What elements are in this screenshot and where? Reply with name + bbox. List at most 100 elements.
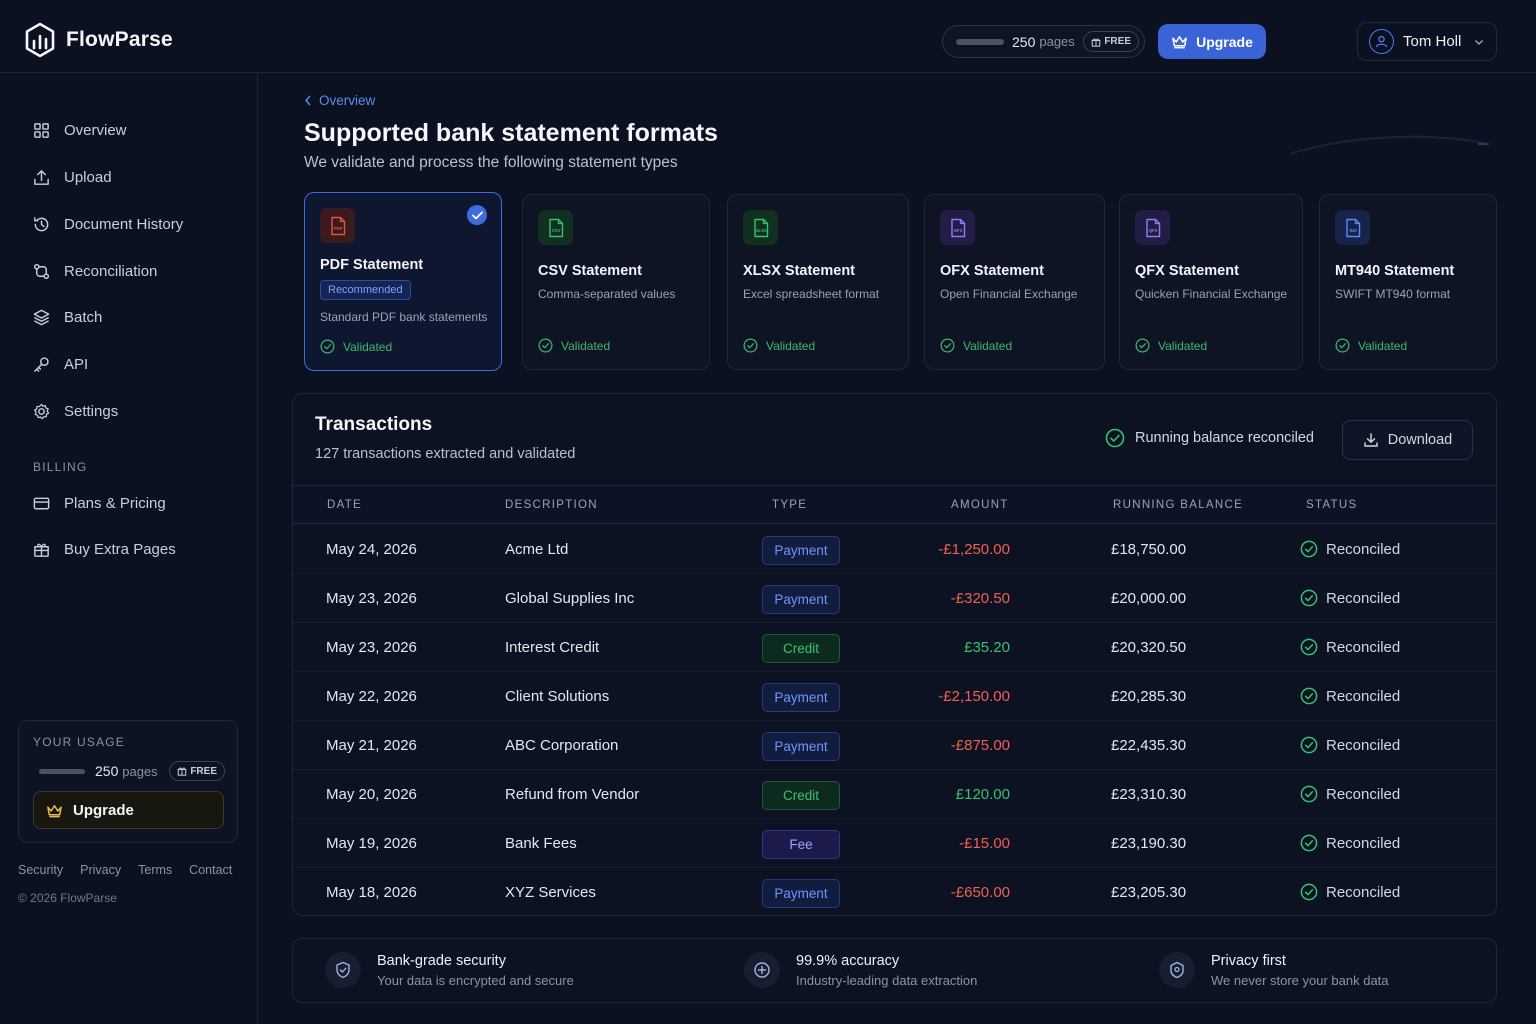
table-row[interactable]: May 23, 2026 Global Supplies Inc Payment -£… <box>293 574 1496 623</box>
sidebar-item-settings[interactable]: Settings <box>32 399 118 423</box>
history-icon <box>34 216 49 231</box>
check-circle-icon <box>1300 589 1318 607</box>
table-row[interactable]: May 23, 2026 Interest Credit Credit £35.20 £… <box>293 623 1496 672</box>
column-header-amount[interactable]: AMOUNT <box>951 499 1009 511</box>
target-icon <box>754 962 770 978</box>
940-file-icon: 940 <box>1335 210 1370 245</box>
xlsx-file-icon: XLSX <box>743 210 778 245</box>
qfx-file-icon: QFX <box>1135 210 1170 245</box>
sidebar-item-api[interactable]: API <box>32 352 88 376</box>
sidebar-item-overview[interactable]: Overview <box>32 118 127 142</box>
status-reconciled: Reconciled <box>1300 785 1400 803</box>
crown-icon <box>47 804 62 817</box>
footer-link-contact[interactable]: Contact <box>189 863 233 877</box>
file-icon: 940 <box>1345 218 1360 237</box>
chevron-left-icon <box>305 95 311 106</box>
footer-link-privacy[interactable]: Privacy <box>80 863 122 877</box>
gear-icon <box>33 403 50 419</box>
column-header-status[interactable]: STATUS <box>1306 499 1358 511</box>
format-name: XLSX Statement <box>743 263 855 279</box>
format-card-csv-statement[interactable]: CSV CSV Statement Comma-separated values Va… <box>522 194 710 370</box>
column-header-running-balance[interactable]: RUNNING BALANCE <box>1113 499 1244 511</box>
validated-label: Validated <box>1158 338 1208 353</box>
free-label: FREE <box>1104 36 1131 47</box>
validated-status: Validated <box>940 338 1012 353</box>
file-icon: XLSX <box>753 218 768 237</box>
format-name: CSV Statement <box>538 263 642 279</box>
sidebar-item-document-history[interactable]: Document History <box>32 212 183 236</box>
usage-pill[interactable]: 250 pages FREE <box>942 25 1145 58</box>
feature-title: Bank-grade security <box>377 952 506 969</box>
column-header-date[interactable]: DATE <box>327 499 363 511</box>
table-row[interactable]: May 22, 2026 Client Solutions Payment -£2,1… <box>293 672 1496 721</box>
top-bar: FlowParse 250 pages FREE Upgrade Tom Hol… <box>0 0 1536 73</box>
cell-description: XYZ Services <box>505 884 596 901</box>
footer-link-terms[interactable]: Terms <box>138 863 173 877</box>
status-label: Reconciled <box>1326 540 1401 558</box>
status-label: Reconciled <box>1326 589 1401 607</box>
logo[interactable]: FlowParse <box>24 22 173 58</box>
sidebar-item-reconciliation[interactable]: Reconciliation <box>32 259 157 283</box>
type-badge: Payment <box>762 585 840 614</box>
usage-pages-number: 250 <box>95 763 119 779</box>
cell-running-balance: £23,205.30 <box>1111 884 1187 901</box>
format-card-pdf-statement[interactable]: PDF PDF Statement Recommended Standard PDF … <box>304 192 502 371</box>
table-row[interactable]: May 20, 2026 Refund from Vendor Credit £120… <box>293 770 1496 819</box>
format-card-ofx-statement[interactable]: OFX OFX Statement Open Financial Exchange V… <box>924 194 1105 370</box>
feature-icon-wrap <box>744 952 780 988</box>
status-label: Reconciled <box>1326 785 1401 803</box>
recommended-badge: Recommended <box>320 280 411 300</box>
format-description: Excel spreadsheet format <box>743 287 880 301</box>
validated-status: Validated <box>743 338 815 353</box>
validated-label: Validated <box>561 338 611 353</box>
reconciled-note: Running balance reconciled <box>1105 428 1314 448</box>
pdf-file-icon: PDF <box>320 208 355 243</box>
download-icon <box>1364 433 1378 447</box>
cell-amount: -£1,250.00 <box>938 541 1010 558</box>
validated-label: Validated <box>343 339 393 354</box>
upgrade-button[interactable]: Upgrade <box>1158 24 1266 59</box>
breadcrumb[interactable]: Overview <box>304 93 375 108</box>
status-label: Reconciled <box>1326 834 1401 852</box>
check-circle-icon <box>538 338 553 353</box>
sidebar-item-buy-extra-pages[interactable]: Buy Extra Pages <box>32 537 176 561</box>
usage-bar <box>956 38 1004 45</box>
column-header-description[interactable]: DESCRIPTION <box>505 499 598 511</box>
footer-link-security[interactable]: Security <box>18 863 64 877</box>
table-row[interactable]: May 21, 2026 ABC Corporation Payment -£875.… <box>293 721 1496 770</box>
type-badge: Credit <box>762 634 840 663</box>
sidebar-item-label: Document History <box>64 215 184 233</box>
type-badge: Fee <box>762 830 840 859</box>
sidebar-item-batch[interactable]: Batch <box>32 305 102 329</box>
cell-running-balance: £20,000.00 <box>1111 590 1187 607</box>
download-button[interactable]: Download <box>1342 420 1473 460</box>
cell-amount: -£875.00 <box>950 737 1010 754</box>
column-header-type[interactable]: TYPE <box>772 499 808 511</box>
status-reconciled: Reconciled <box>1300 834 1400 852</box>
app-name: FlowParse <box>66 28 173 51</box>
validated-status: Validated <box>1335 338 1407 353</box>
feature-icon-wrap <box>1159 952 1195 988</box>
table-row[interactable]: May 19, 2026 Bank Fees Fee -£15.00 £23,190.3… <box>293 819 1496 868</box>
table-header: DATE DESCRIPTION TYPE AMOUNT RUNNING BAL… <box>293 485 1496 524</box>
reconcile-icon <box>33 263 50 279</box>
status-label: Reconciled <box>1326 687 1401 705</box>
format-card-mt940-statement[interactable]: 940 MT940 Statement SWIFT MT940 format Vali… <box>1319 194 1497 370</box>
format-name: OFX Statement <box>940 263 1044 279</box>
sidebar-item-upload[interactable]: Upload <box>32 165 112 189</box>
cell-date: May 20, 2026 <box>326 786 417 803</box>
table-row[interactable]: May 24, 2026 Acme Ltd Payment -£1,250.00 £18… <box>293 525 1496 574</box>
feature-accuracy: 99.9% accuracy Industry-leading data ext… <box>744 952 977 988</box>
cell-date: May 19, 2026 <box>326 835 417 852</box>
sidebar-item-plans-pricing[interactable]: Plans & Pricing <box>32 491 166 515</box>
check-circle-icon <box>1300 834 1318 852</box>
sidebar-upgrade-button[interactable]: Upgrade <box>33 791 224 829</box>
format-card-xlsx-statement[interactable]: XLSX XLSX Statement Excel spreadsheet form… <box>727 194 909 370</box>
cell-running-balance: £20,320.50 <box>1111 639 1187 656</box>
format-card-qfx-statement[interactable]: QFX QFX Statement Quicken Financial Exchan… <box>1119 194 1303 370</box>
table-row[interactable]: May 18, 2026 XYZ Services Payment -£650.00 £… <box>293 868 1496 915</box>
cell-date: May 23, 2026 <box>326 639 417 656</box>
user-menu[interactable]: Tom Holl <box>1357 22 1497 61</box>
status-reconciled: Reconciled <box>1300 589 1400 607</box>
file-icon: PDF <box>330 216 345 235</box>
